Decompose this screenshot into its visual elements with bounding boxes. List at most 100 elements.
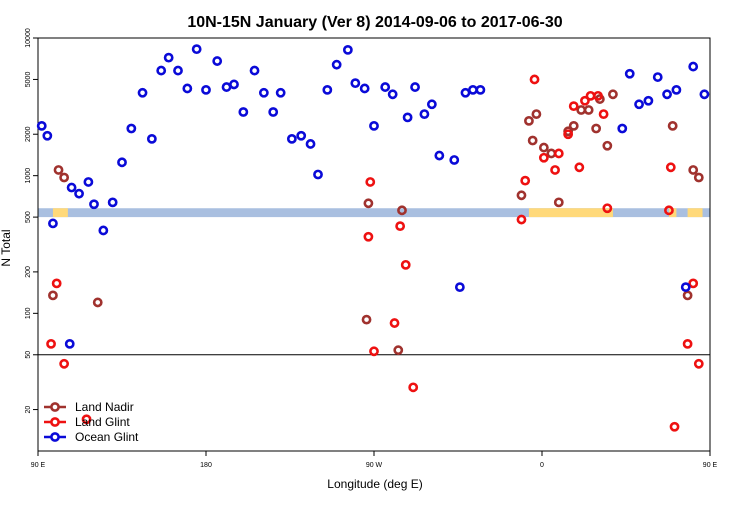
legend-label: Land Glint [75,415,130,429]
data-point [553,197,564,208]
data-point [389,318,400,328]
data-point [546,148,557,159]
data-point [313,169,323,180]
data-point [350,78,361,89]
data-point [249,65,260,76]
data-point [688,61,699,72]
data-point [682,338,693,349]
legend-label: Ocean Glint [75,430,139,444]
data-point [665,162,676,173]
data-point [643,95,654,106]
y-tick-label: 1000 [25,168,32,184]
data-point [342,44,353,55]
data-point [516,214,527,225]
data-point [529,74,540,85]
data-point [395,221,406,232]
data-point [238,107,249,117]
data-point [212,56,223,66]
data-point [550,165,560,175]
data-point [410,82,420,92]
data-point [173,65,183,76]
data-point [682,290,693,301]
plot-border [37,37,711,452]
series-ocean-glint [36,44,710,349]
data-point [454,282,465,293]
data-point [602,203,613,214]
data-point [617,123,628,134]
data-point [36,120,47,131]
series-land-nadir [48,89,704,356]
data-point [64,338,75,349]
data-point [520,175,531,186]
plot-frame [37,37,711,452]
data-point [591,123,602,134]
data-point [524,115,534,126]
data-point [553,148,564,159]
data-point [393,345,404,356]
data-points [36,44,710,432]
y-tick-label: 2000 [25,126,32,142]
data-point [380,82,391,92]
data-point [46,338,56,349]
data-point [81,414,92,425]
data-point [51,278,62,289]
data-point [48,218,58,229]
data-point [92,297,103,308]
data-point [59,358,70,369]
data-point [42,130,53,141]
data-point [53,165,64,175]
data-point [585,90,596,101]
data-point [580,95,590,106]
data-point [688,278,699,289]
x-tick-label: 90 E [703,462,718,469]
data-point [286,133,297,144]
data-point [48,290,58,301]
data-point [693,358,704,369]
x-tick-label: 90 W [366,462,383,469]
x-axis-label: Longitude (deg E) [327,477,422,491]
data-point [624,68,635,79]
data-point [664,205,674,216]
data-point [426,99,437,110]
data-point [107,197,118,208]
data-point [146,133,157,144]
data-point [460,87,471,98]
data-point [652,72,663,82]
data-point [359,83,370,94]
data-point [574,162,585,173]
data-point [527,135,538,146]
y-tick-label: 100 [25,307,32,319]
data-point [59,172,70,183]
data-point [475,84,486,95]
data-point [531,109,542,120]
data-point [468,84,478,95]
x-tick-label: 180 [200,462,212,469]
data-point [98,225,109,236]
data-point [221,82,232,92]
data-point [365,177,376,187]
y-axis-label: N Total [0,229,13,266]
data-point [322,84,333,95]
data-point [229,79,239,90]
data-point [568,120,579,131]
chart-title: 10N-15N January (Ver 8) 2014-09-06 to 20… [187,14,562,31]
data-point [563,129,574,140]
y-tick-label: 200 [25,266,32,278]
data-point [137,87,148,98]
series-land-glint [46,74,704,432]
data-point [449,155,460,165]
data-point [363,198,374,209]
data-point [593,90,603,101]
data-point [568,101,579,112]
data-point [258,87,269,98]
ocean-band [38,208,710,218]
data-point [89,199,99,210]
data-point [434,150,445,161]
data-point [163,52,174,63]
data-point [74,188,84,199]
x-tick-label: 0 [540,462,544,469]
data-point [608,89,618,100]
data-point [408,382,419,393]
